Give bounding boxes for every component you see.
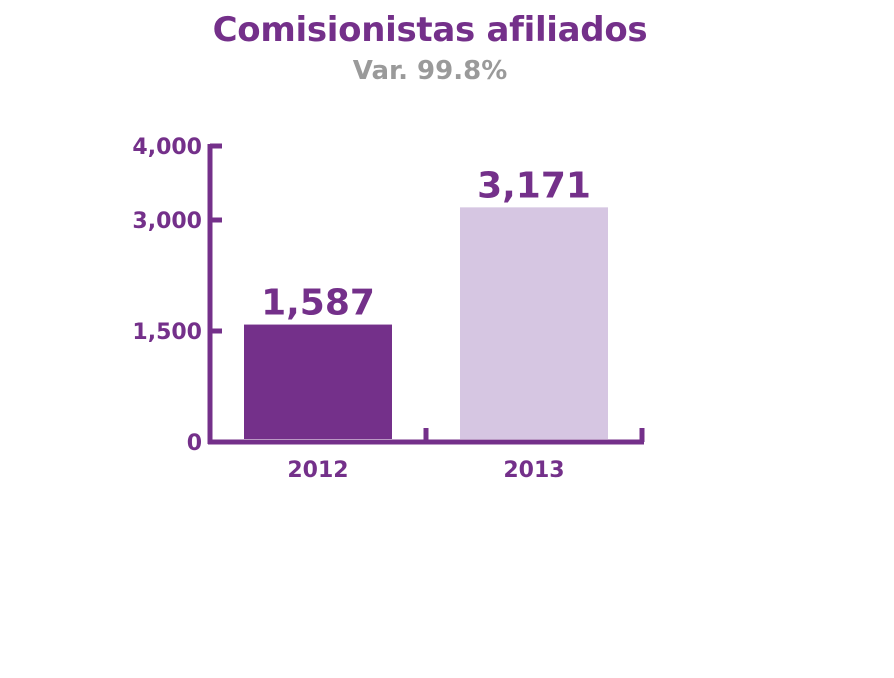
data-label-2012: 1,587	[261, 283, 375, 324]
bar-2012	[244, 324, 392, 439]
y-tick-label: 1,500	[132, 320, 202, 345]
chart-subtitle: Var. 99.8%	[352, 56, 508, 86]
chart-title: Comisionistas afiliados	[212, 10, 648, 50]
y-tick-label: 4,000	[132, 135, 202, 160]
y-tick-label: 3,000	[132, 209, 202, 234]
chart-bars	[244, 207, 608, 439]
x-tick-label-2013: 2013	[503, 458, 564, 483]
x-tick-label-2012: 2012	[287, 458, 348, 483]
y-tick-label: 0	[187, 431, 202, 456]
data-label-2013: 3,171	[477, 165, 591, 206]
chart-axes	[207, 143, 645, 445]
bar-2013	[460, 207, 608, 439]
chart-labels: 0 1,500 3,000 4,000 1,587 2012 3,171 2013	[132, 135, 591, 483]
